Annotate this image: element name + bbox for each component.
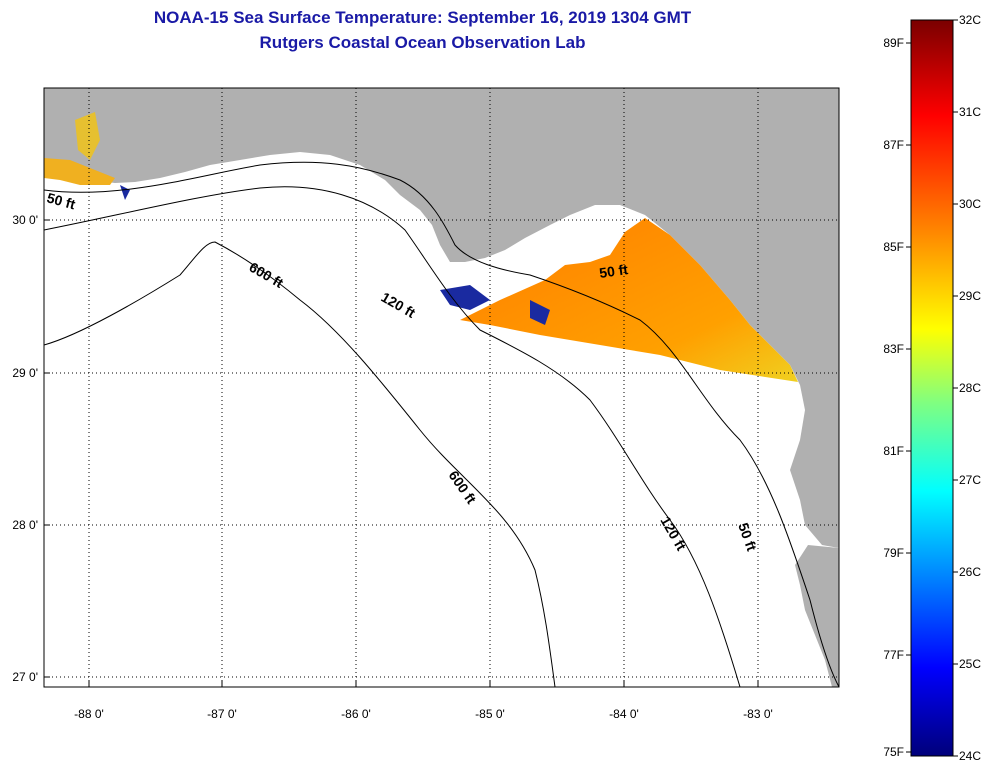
lat-lon-grid	[44, 88, 839, 687]
contour-50ft	[44, 161, 839, 687]
colorbar-gradient	[910, 19, 954, 757]
depth-label-50ft-west: 50 ft	[45, 189, 77, 212]
sst-data-bay	[75, 112, 100, 160]
colorbar-f-77: 77F	[883, 648, 904, 662]
contour-120ft	[44, 186, 741, 687]
lon-label-85: -85 0'	[475, 707, 505, 721]
colorbar-c-25: 25C	[959, 657, 981, 671]
contour-600ft	[44, 241, 556, 687]
colorbar-f-79: 79F	[883, 546, 904, 560]
sst-data-bigbend	[460, 218, 798, 382]
colorbar-c-30: 30C	[959, 197, 981, 211]
colorbar-c-26: 26C	[959, 565, 981, 579]
lon-label-88: -88 0'	[74, 707, 104, 721]
map-subtitle: Rutgers Coastal Ocean Observation Lab	[259, 33, 586, 52]
land-peninsula	[795, 545, 839, 687]
colorbar-f-75: 75F	[883, 745, 904, 759]
colorbar-f-85: 85F	[883, 240, 904, 254]
sst-data-west	[44, 158, 115, 185]
colorbar-f-81: 81F	[883, 444, 904, 458]
colorbar-c-29: 29C	[959, 289, 981, 303]
colorbar-c-24: 24C	[959, 749, 981, 763]
depth-label-50ft-east: 50 ft	[598, 261, 629, 281]
land	[44, 88, 839, 548]
lat-label-28: 28 0'	[12, 518, 38, 532]
lat-label-30: 30 0'	[12, 213, 38, 227]
temperature-colorbar: 32C 31C 30C 29C 28C 27C 26C 25C 24C 89F …	[883, 13, 981, 763]
colorbar-f-87: 87F	[883, 138, 904, 152]
colorbar-c-27: 27C	[959, 473, 981, 487]
map-title: NOAA-15 Sea Surface Temperature: Septemb…	[153, 8, 692, 27]
lon-label-84: -84 0'	[609, 707, 639, 721]
axis-ticks	[44, 219, 759, 687]
sst-data-blue-specks	[120, 185, 550, 325]
colorbar-f-89: 89F	[883, 36, 904, 50]
lat-label-29: 29 0'	[12, 366, 38, 380]
lon-label-86: -86 0'	[341, 707, 371, 721]
lon-label-87: -87 0'	[207, 707, 237, 721]
colorbar-c-31: 31C	[959, 105, 981, 119]
colorbar-f-83: 83F	[883, 342, 904, 356]
colorbar-c-28: 28C	[959, 381, 981, 395]
colorbar-c-32: 32C	[959, 13, 981, 27]
map-frame	[43, 87, 840, 688]
lat-label-27: 27 0'	[12, 670, 38, 684]
map-plot-area: 50 ft 600 ft 120 ft 50 ft 600 ft 120 ft …	[44, 88, 839, 687]
depth-contours	[44, 161, 839, 687]
lon-label-83: -83 0'	[743, 707, 773, 721]
